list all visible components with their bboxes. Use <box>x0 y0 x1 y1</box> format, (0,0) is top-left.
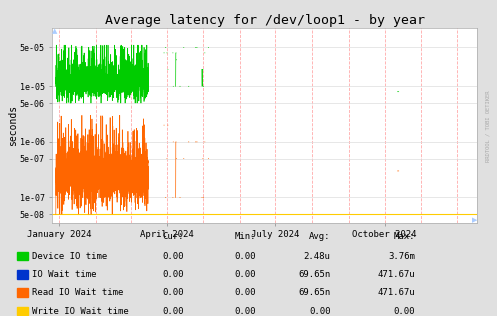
Text: 0.00: 0.00 <box>235 307 256 316</box>
Text: 471.67u: 471.67u <box>377 289 415 297</box>
Text: 0.00: 0.00 <box>394 307 415 316</box>
Text: Device IO time: Device IO time <box>32 252 107 261</box>
Text: 3.76m: 3.76m <box>388 252 415 261</box>
Text: 471.67u: 471.67u <box>377 270 415 279</box>
Text: Avg:: Avg: <box>309 232 331 240</box>
Text: ▶: ▶ <box>472 217 477 223</box>
Text: Max:: Max: <box>394 232 415 240</box>
Text: 0.00: 0.00 <box>163 307 184 316</box>
Y-axis label: seconds: seconds <box>8 105 18 146</box>
Text: 0.00: 0.00 <box>309 307 331 316</box>
Text: 0.00: 0.00 <box>235 289 256 297</box>
Text: Write IO Wait time: Write IO Wait time <box>32 307 129 316</box>
Text: 69.65n: 69.65n <box>298 289 331 297</box>
Text: Cur:: Cur: <box>163 232 184 240</box>
Text: 0.00: 0.00 <box>163 289 184 297</box>
Text: Read IO Wait time: Read IO Wait time <box>32 289 124 297</box>
Text: Min:: Min: <box>235 232 256 240</box>
Text: 2.48u: 2.48u <box>304 252 331 261</box>
Text: RRDTOOL / TOBI OETIKER: RRDTOOL / TOBI OETIKER <box>486 91 491 162</box>
Text: IO Wait time: IO Wait time <box>32 270 97 279</box>
Text: 0.00: 0.00 <box>163 252 184 261</box>
Text: ▲: ▲ <box>52 28 58 34</box>
Text: 0.00: 0.00 <box>163 270 184 279</box>
Title: Average latency for /dev/loop1 - by year: Average latency for /dev/loop1 - by year <box>105 14 424 27</box>
Text: 0.00: 0.00 <box>235 252 256 261</box>
Text: 0.00: 0.00 <box>235 270 256 279</box>
Text: 69.65n: 69.65n <box>298 270 331 279</box>
